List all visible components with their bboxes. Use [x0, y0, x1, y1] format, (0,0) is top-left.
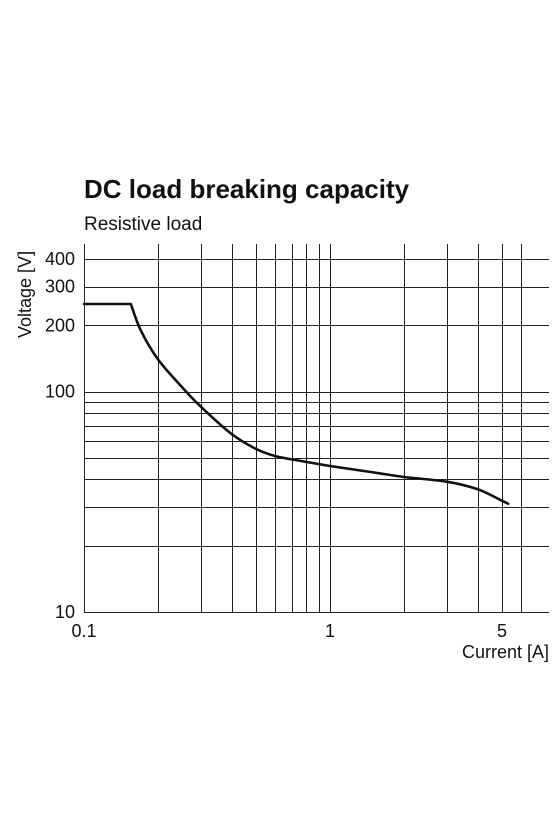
chart-subtitle: Resistive load	[84, 214, 202, 235]
y-tick-label: 200	[45, 315, 75, 335]
breaking-capacity-curve	[82, 302, 510, 505]
series-layer	[82, 302, 510, 505]
y-tick-label: 400	[45, 249, 75, 269]
y-tick-label: 100	[45, 382, 75, 402]
x-tick-label: 1	[325, 621, 335, 641]
tick-labels: 0.1 1 5 10 100 200 300 400	[45, 249, 507, 641]
y-axis-label: Voltage [V]	[15, 251, 35, 338]
x-tick-label: 0.1	[71, 621, 96, 641]
y-tick-label: 300	[45, 277, 75, 297]
y-tick-label: 10	[55, 602, 75, 622]
x-tick-label: 5	[497, 621, 507, 641]
x-axis-label: Current [A]	[462, 642, 549, 662]
chart-title: DC load breaking capacity	[84, 174, 410, 204]
grid	[84, 244, 549, 613]
